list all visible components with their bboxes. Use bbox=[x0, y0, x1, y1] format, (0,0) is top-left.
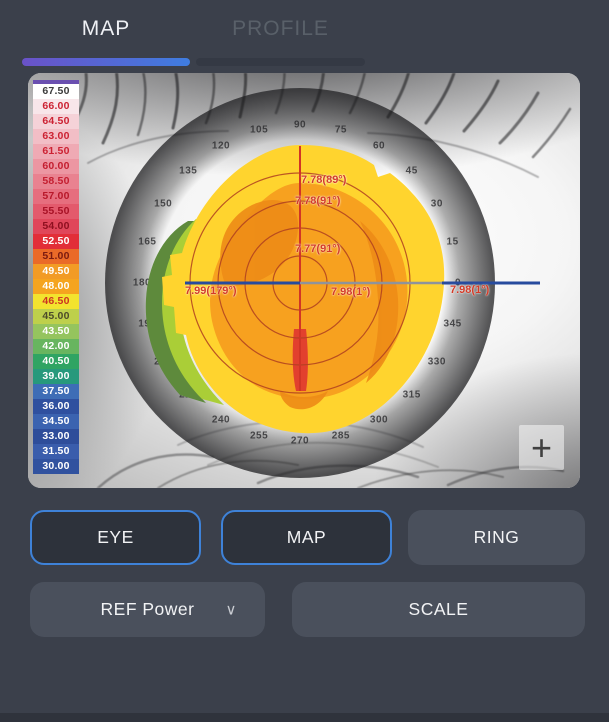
protractor-label: 180 bbox=[132, 277, 152, 289]
color-scale: 67.50 66.00 64.50 63.00 61.50 60.00 58.50 57.00… bbox=[33, 80, 79, 474]
scale-overflow-cap bbox=[33, 80, 79, 84]
scale-row: 66.00 bbox=[33, 99, 79, 114]
scale-row: 52.50 bbox=[33, 234, 79, 249]
protractor-label: 255 bbox=[250, 430, 269, 442]
bottom-divider bbox=[0, 713, 609, 722]
scale-row: 33.00 bbox=[33, 429, 79, 444]
scale-row: 63.00 bbox=[33, 129, 79, 144]
scale-row: 57.00 bbox=[33, 189, 79, 204]
tab-map-label: MAP bbox=[81, 17, 131, 40]
map-toggle-button[interactable]: MAP bbox=[221, 510, 392, 565]
scale-button[interactable]: SCALE bbox=[292, 582, 585, 637]
scale-row: 67.50 bbox=[33, 84, 79, 99]
ring-toggle-button[interactable]: RING bbox=[408, 510, 585, 565]
scale-row: 49.50 bbox=[33, 264, 79, 279]
scale-row: 31.50 bbox=[33, 444, 79, 459]
scale-row: 46.50 bbox=[33, 294, 79, 309]
tab-map-underline bbox=[22, 58, 190, 66]
scale-row: 42.00 bbox=[33, 339, 79, 354]
scale-row: 54.00 bbox=[33, 219, 79, 234]
protractor-label: 45 bbox=[405, 165, 418, 177]
topography-overlay bbox=[145, 145, 540, 434]
protractor-label: 60 bbox=[372, 140, 386, 152]
scale-row: 60.00 bbox=[33, 159, 79, 174]
scale-row: 55.50 bbox=[33, 204, 79, 219]
tab-profile-underline bbox=[196, 58, 365, 66]
protractor-label: 105 bbox=[250, 124, 269, 136]
eye-toggle-label: EYE bbox=[97, 527, 134, 547]
measurement-annotation: 7.78(89°) bbox=[301, 174, 347, 186]
ref-power-dropdown[interactable]: REF Power ∨ bbox=[30, 582, 265, 637]
protractor-label: 285 bbox=[331, 430, 350, 442]
scale-row: 58.50 bbox=[33, 174, 79, 189]
scale-row: 45.00 bbox=[33, 309, 79, 324]
scale-row: 48.00 bbox=[33, 279, 79, 294]
protractor-label: 30 bbox=[430, 198, 443, 210]
scale-row: 34.50 bbox=[33, 414, 79, 429]
scale-row: 39.00 bbox=[33, 369, 79, 384]
zoom-in-button[interactable]: + bbox=[519, 425, 564, 470]
measurement-annotation: 7.98(1°) bbox=[450, 284, 490, 296]
topography-map-panel: 0153045607590105120135150165180195210225… bbox=[28, 73, 580, 488]
tab-profile-label: PROFILE bbox=[232, 17, 329, 40]
scale-row: 51.00 bbox=[33, 249, 79, 264]
scale-row: 30.00 bbox=[33, 459, 79, 474]
measurement-annotation: 7.78(91°) bbox=[295, 195, 341, 207]
protractor-label: 270 bbox=[290, 435, 310, 447]
protractor-label: 90 bbox=[293, 119, 307, 131]
measurement-annotation: 7.77(91°) bbox=[295, 243, 341, 255]
map-toggle-label: MAP bbox=[286, 527, 327, 547]
measurement-annotation: 7.99(179°) bbox=[185, 285, 237, 297]
protractor-label: 135 bbox=[179, 165, 198, 177]
protractor-label: 165 bbox=[138, 236, 157, 248]
tab-bar: MAP PROFILE bbox=[0, 0, 609, 70]
protractor-label: 15 bbox=[446, 236, 459, 248]
scale-row: 64.50 bbox=[33, 114, 79, 129]
scale-row: 43.50 bbox=[33, 324, 79, 339]
scale-row: 40.50 bbox=[33, 354, 79, 369]
scale-button-label: SCALE bbox=[408, 599, 469, 619]
scale-row: 61.50 bbox=[33, 144, 79, 159]
eye-toggle-button[interactable]: EYE bbox=[30, 510, 201, 565]
chevron-down-icon: ∨ bbox=[225, 600, 237, 618]
protractor-label: 150 bbox=[154, 198, 173, 210]
protractor-label: 120 bbox=[211, 140, 231, 152]
protractor-label: 75 bbox=[334, 124, 347, 136]
ring-toggle-label: RING bbox=[473, 527, 520, 547]
scale-row: 36.00 bbox=[33, 399, 79, 414]
tab-map[interactable]: MAP bbox=[22, 0, 190, 66]
tab-profile[interactable]: PROFILE bbox=[196, 0, 365, 66]
ref-power-label: REF Power bbox=[100, 599, 195, 619]
map-annotations: 7.78(89°) 7.78(91°) 7.77(91°) 7.99(179°) 7.9… bbox=[28, 73, 580, 488]
protractor-label: 345 bbox=[443, 318, 462, 330]
protractor-label: 240 bbox=[211, 414, 231, 426]
measurement-annotation: 7.98(1°) bbox=[331, 286, 371, 298]
scale-row: 37.50 bbox=[33, 384, 79, 399]
protractor-label: 315 bbox=[402, 389, 421, 401]
protractor-label: 330 bbox=[427, 356, 446, 368]
protractor-label: 300 bbox=[369, 414, 389, 426]
